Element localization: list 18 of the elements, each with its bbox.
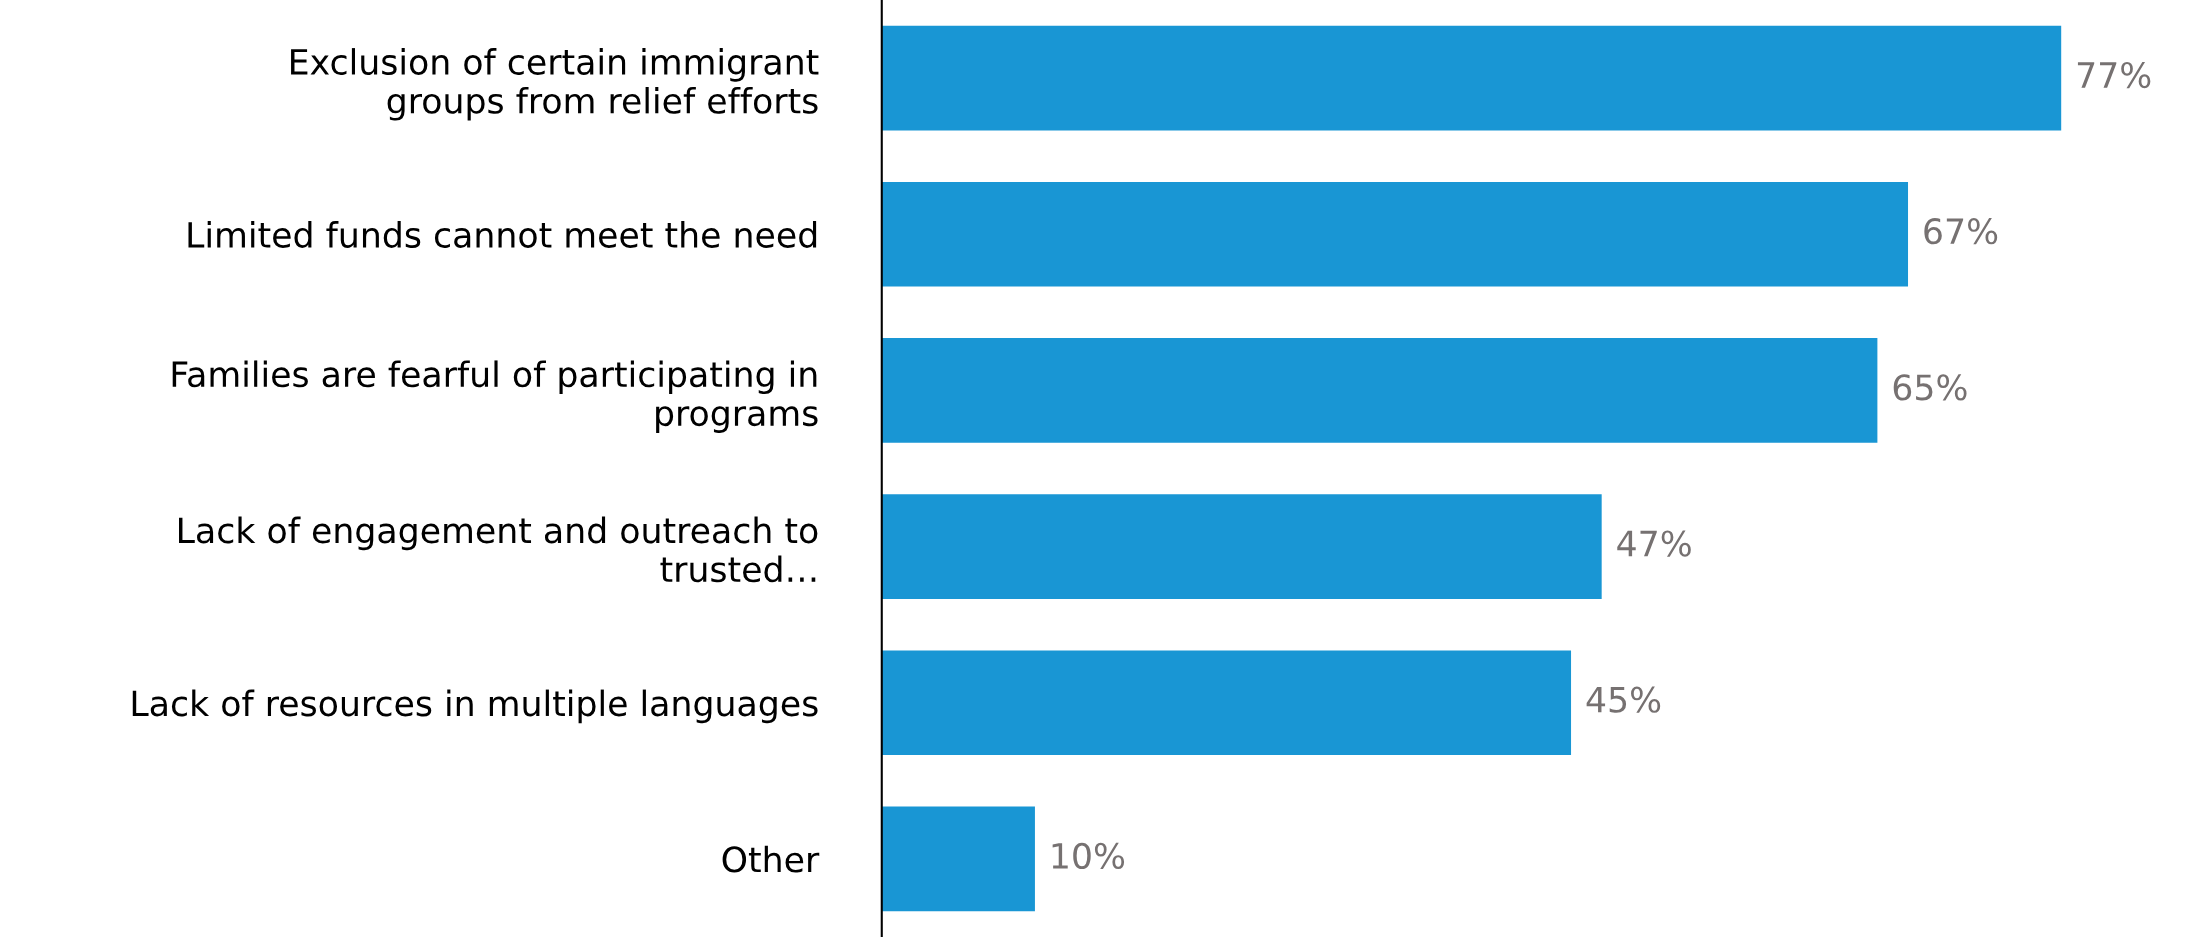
y-tick-label: Families are fearful of participating in programs — [172, 360, 818, 433]
y-tick-label: Lack of engagement and outreach to trusted… — [179, 516, 818, 583]
bar — [881, 650, 1572, 756]
bar — [881, 181, 1909, 287]
data-label: 10% — [1052, 842, 1125, 869]
data-label: 77% — [2077, 61, 2151, 89]
bar — [881, 494, 1602, 599]
data-label: 67% — [1924, 218, 1998, 245]
y-tick-label: Limited funds cannot meet the need — [188, 221, 817, 248]
bar — [881, 338, 1878, 443]
y-tick-label: Other — [722, 845, 820, 873]
y-tick-label: Lack of resources in multiple languages — [132, 689, 818, 724]
data-label: 65% — [1893, 374, 1967, 401]
data-label: 47% — [1617, 530, 1691, 557]
data-label: 45% — [1586, 686, 1661, 713]
bar — [881, 806, 1035, 912]
bar — [881, 25, 2062, 131]
y-tick-label: Exclusion of certain immigrant groups from relief efforts — [291, 48, 819, 121]
